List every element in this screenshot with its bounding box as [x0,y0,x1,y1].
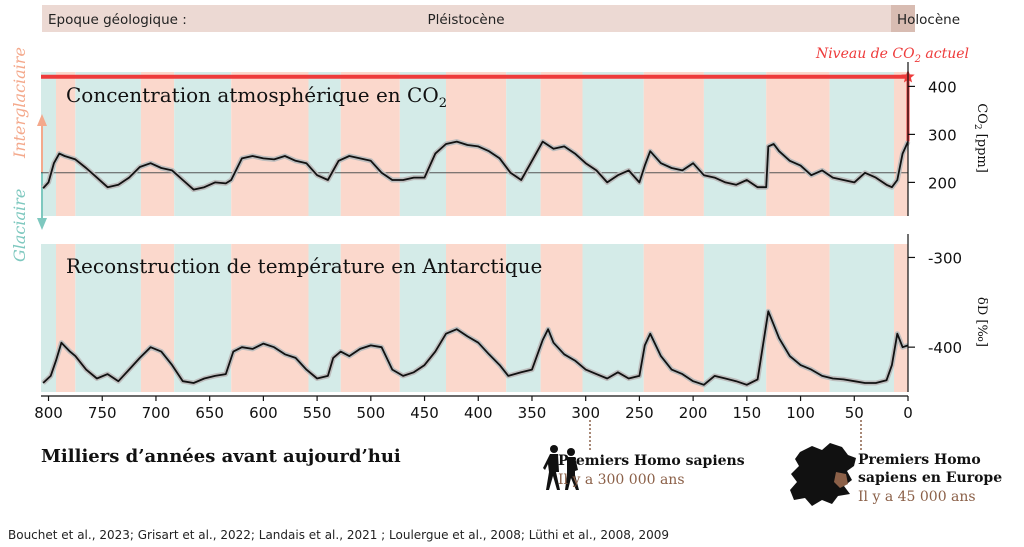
co2-band-glacial-10 [506,72,541,216]
x-tick-label: 50 [845,404,864,422]
axes: 200 300 400 -300 -400 CO2 [ppm] δD [‰] 800 750 70… [34,62,989,422]
temperature-panel-title: Reconstruction de température en Antarct… [66,254,542,278]
x-tick-label: 700 [142,404,171,422]
temperature-band-glacial-12 [582,244,644,392]
co2-band-interglacial-1 [56,72,76,216]
temperature-band-interglacial-11 [540,244,583,392]
co2-current-label: Niveau de CO2 actuel [815,46,969,65]
citation: Bouchet et al., 2023; Grisart et al., 20… [8,528,669,542]
europe-map-icon [790,443,856,506]
co2-y-tick-label: 200 [928,174,957,192]
sapiens-europe-title-1: Premiers Homo [858,452,981,468]
x-tick-label: 600 [249,404,278,422]
holocene-band [891,5,915,32]
temperature-band-interglacial-17 [894,244,908,392]
temperature-y-tick-label: -400 [928,339,962,357]
co2-series-line [42,140,909,191]
co2-y-tick-label: 300 [928,126,957,144]
sapiens-date: Il y a 300 000 ans [558,472,685,488]
x-tick-label: 500 [357,404,386,422]
interglacial-arrowhead [37,114,47,126]
co2-stage-bands [41,72,908,216]
x-tick-label: 250 [625,404,654,422]
x-tick-label: 150 [733,404,762,422]
sapiens-europe-annotation: Premiers Homo sapiens en Europe Il y a 4… [790,420,1002,506]
temperature-band-glacial-16 [829,244,895,392]
co2-band-glacial-6 [308,72,341,216]
co2-band-glacial-16 [829,72,895,216]
sapiens-europe-title-2: sapiens en Europe [858,470,1002,486]
x-tick-label: 0 [903,404,913,422]
x-axis-title: Milliers d’années avant aujourd’hui [41,446,401,467]
series-lines [41,139,911,388]
temperature-band-interglacial-9 [446,244,507,392]
temperature-y-axis-label: δD [‰] [974,297,989,347]
co2-band-interglacial-5 [231,72,309,216]
sapiens-title: Premiers Homo sapiens [558,453,745,469]
co2-band-interglacial-3 [140,72,175,216]
co2-band-glacial-0 [41,72,56,216]
temperature-y-tick-label: -300 [928,249,962,267]
x-tick-label: 350 [518,404,547,422]
temperature-band-glacial-4 [174,244,232,392]
x-tick-label: 100 [786,404,815,422]
temperature-band-interglacial-15 [766,244,830,392]
co2-y-tick-label: 400 [928,78,957,96]
co2-band-glacial-8 [399,72,446,216]
temperature-band-interglacial-13 [643,244,704,392]
epoch-bar: Epoque géologique : Pléistocène Holocène [42,5,960,32]
temperature-band-glacial-14 [703,244,767,392]
temperature-series-line [42,310,909,386]
glacial-label: Glaciaire [10,189,29,262]
sapiens-europe-date: Il y a 45 000 ans [858,489,976,505]
x-tick-label: 400 [464,404,493,422]
humans-icon [543,445,579,490]
pleistocene-label: Pléistocène [427,12,504,28]
co2-band-glacial-4 [174,72,232,216]
co2-band-glacial-2 [75,72,141,216]
temperature-band-glacial-6 [308,244,341,392]
x-tick-label: 650 [195,404,224,422]
x-tick-label: 200 [679,404,708,422]
temperature-band-interglacial-5 [231,244,309,392]
interglacial-label: Interglaciaire [10,47,29,159]
x-tick-label: 450 [410,404,439,422]
x-tick-label: 300 [571,404,600,422]
temperature-band-interglacial-3 [140,244,175,392]
state-indicator: Interglaciaire Glaciaire [10,47,47,262]
x-tick-label: 550 [303,404,332,422]
temperature-band-glacial-0 [41,244,56,392]
epoch-label: Epoque géologique : [48,12,187,28]
co2-band-interglacial-13 [643,72,704,216]
co2-panel-title: Concentration atmosphérique en CO2 [66,83,447,111]
co2-band-glacial-14 [703,72,767,216]
co2-band-interglacial-7 [340,72,400,216]
pleistocene-band [42,5,891,32]
sapiens-annotation: Premiers Homo sapiens Il y a 300 000 ans [543,420,745,490]
x-tick-label: 750 [88,404,117,422]
co2-y-axis-label: CO2 [ppm] [972,103,989,173]
holocene-label: Holocène [897,12,960,28]
x-tick-label: 800 [34,404,63,422]
co2-band-glacial-12 [582,72,644,216]
glacial-arrowhead [37,218,47,230]
